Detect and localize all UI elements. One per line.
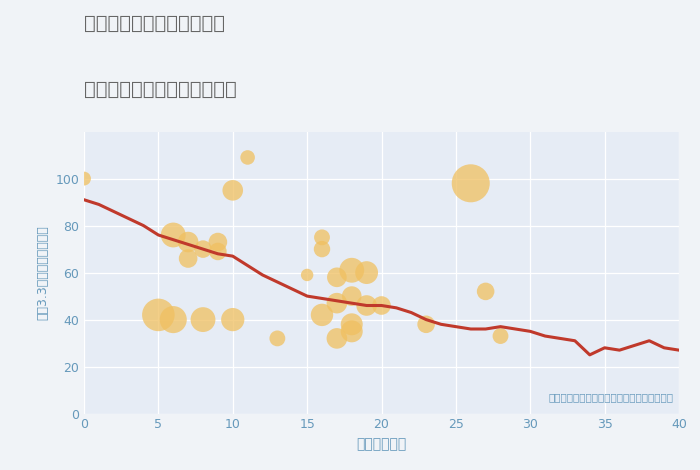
Point	[331, 335, 342, 342]
Point	[331, 299, 342, 307]
X-axis label: 築年数（年）: 築年数（年）	[356, 437, 407, 451]
Point	[465, 180, 476, 187]
Point	[495, 332, 506, 340]
Point	[227, 316, 238, 323]
Point	[361, 269, 372, 276]
Text: 円の大きさは、取引のあった物件面積を示す: 円の大きさは、取引のあった物件面積を示す	[548, 392, 673, 402]
Y-axis label: 坪（3.3㎡）単価（万円）: 坪（3.3㎡）単価（万円）	[36, 225, 50, 320]
Point	[197, 245, 209, 253]
Point	[153, 311, 164, 319]
Point	[316, 245, 328, 253]
Point	[421, 321, 432, 328]
Point	[346, 321, 357, 328]
Point	[242, 154, 253, 161]
Point	[302, 271, 313, 279]
Point	[227, 187, 238, 194]
Text: 築年数別中古マンション価格: 築年数別中古マンション価格	[84, 80, 237, 99]
Point	[183, 238, 194, 246]
Point	[361, 302, 372, 309]
Point	[480, 288, 491, 295]
Point	[212, 238, 223, 246]
Point	[316, 234, 328, 241]
Point	[168, 231, 179, 239]
Point	[272, 335, 283, 342]
Point	[78, 175, 90, 182]
Point	[346, 292, 357, 300]
Point	[168, 316, 179, 323]
Point	[212, 248, 223, 255]
Point	[346, 328, 357, 335]
Point	[331, 274, 342, 281]
Text: 岐阜県安八郡安八町大森の: 岐阜県安八郡安八町大森の	[84, 14, 225, 33]
Point	[346, 266, 357, 274]
Point	[376, 302, 387, 309]
Point	[197, 316, 209, 323]
Point	[183, 255, 194, 262]
Point	[316, 311, 328, 319]
